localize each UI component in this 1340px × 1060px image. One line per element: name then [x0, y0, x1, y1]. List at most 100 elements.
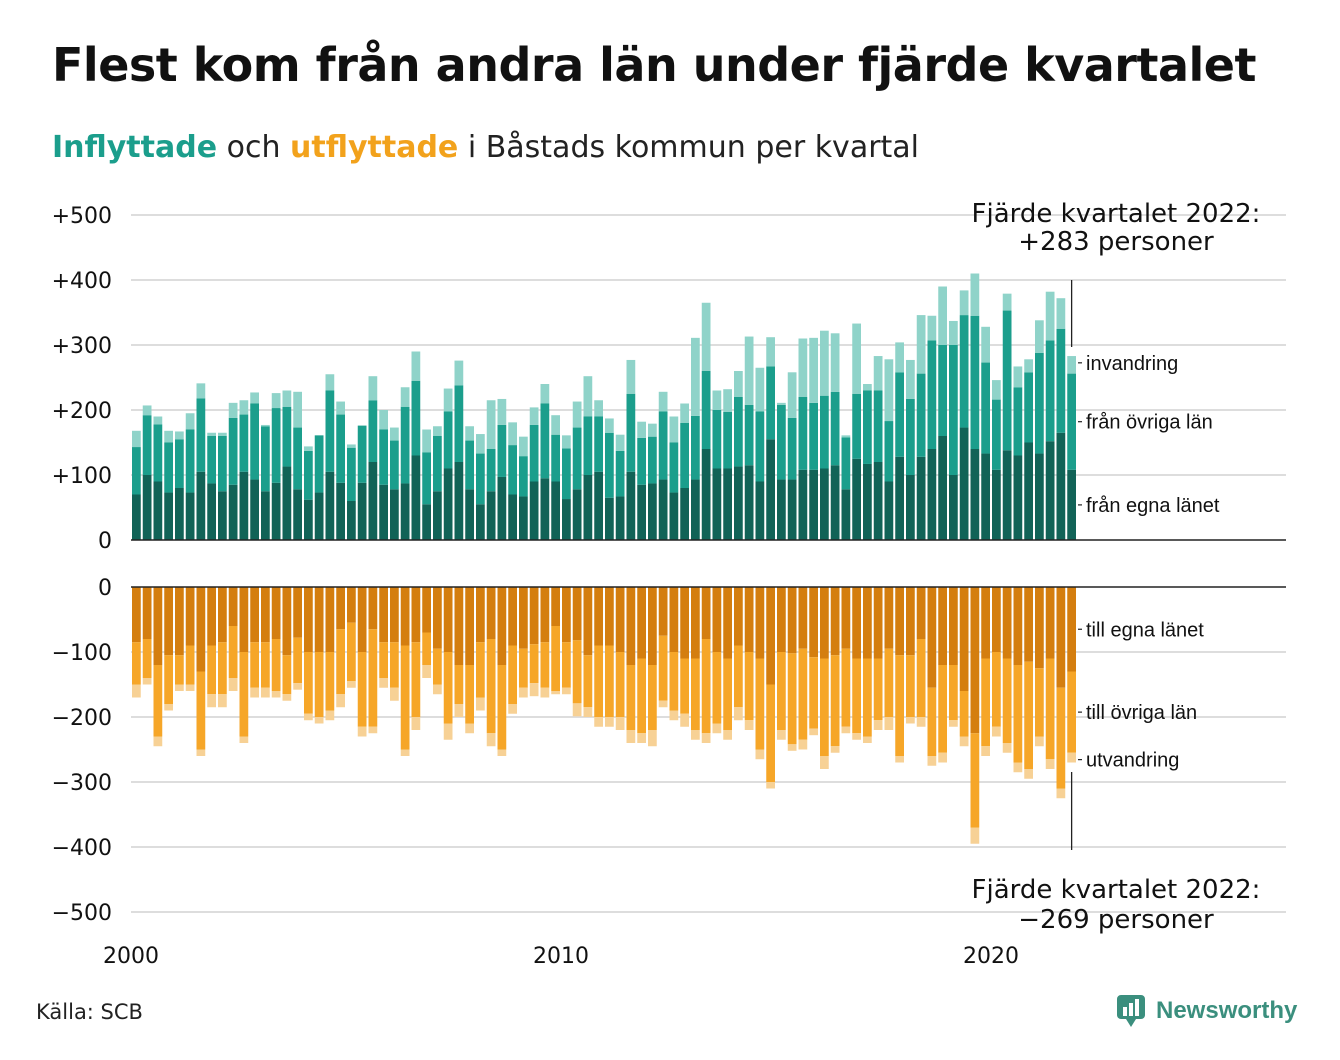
- bar-out-other-county: [744, 652, 754, 721]
- bar-in-other-county: [164, 442, 173, 493]
- bar-in-immigration: [916, 315, 926, 374]
- bar-in-immigration: [873, 356, 883, 391]
- bar-out-own-county: [873, 587, 883, 659]
- bar-out-other-county: [1024, 661, 1033, 769]
- bar-out-own-county: [400, 587, 410, 646]
- y-tick-label: +200: [52, 399, 112, 424]
- bar-out-emigration: [519, 687, 528, 698]
- bar-in-own-county: [1056, 432, 1066, 540]
- bar-in-own-county: [863, 463, 872, 540]
- bar-out-emigration: [852, 733, 861, 740]
- label-layer: +500 +400 +300 +200 +100 0 0 −100 −200 −300 −400 −5…: [52, 199, 1261, 969]
- bar-in-own-county: [637, 484, 646, 540]
- bar-out-emigration: [949, 720, 958, 727]
- bar-out-emigration: [314, 717, 324, 724]
- bar-out-emigration: [132, 684, 141, 698]
- bar-out-own-county: [325, 587, 335, 652]
- bar-out-own-county: [476, 587, 485, 643]
- bar-out-own-county: [895, 587, 904, 656]
- bar-in-own-county: [820, 468, 829, 540]
- bar-in-immigration: [734, 371, 743, 397]
- bar-out-emigration: [1024, 769, 1033, 779]
- bar-out-own-county: [981, 587, 990, 659]
- bar-in-other-county: [1013, 387, 1023, 456]
- bar-in-own-county: [906, 475, 915, 540]
- bar-out-emigration: [325, 710, 335, 721]
- bar-in-immigration: [1056, 298, 1066, 329]
- bar-out-emigration: [508, 704, 517, 714]
- bar-out-other-county: [314, 652, 324, 717]
- bar-out-own-county: [959, 587, 969, 691]
- bar-in-own-county: [648, 483, 657, 540]
- bar-out-emigration: [347, 681, 356, 688]
- bar-in-other-county: [648, 436, 657, 484]
- annotation-top-line2: +283 personer: [1018, 227, 1214, 257]
- bar-out-emigration: [207, 694, 216, 708]
- bar-in-immigration: [454, 360, 464, 386]
- bar-in-other-county: [357, 425, 367, 483]
- bar-out-own-county: [433, 587, 442, 649]
- bar-in-other-county: [712, 410, 722, 469]
- bar-out-emigration: [906, 717, 915, 724]
- bar-in-other-county: [443, 411, 453, 469]
- bar-out-other-county: [841, 648, 851, 727]
- bar-in-own-county: [723, 468, 732, 540]
- bar-out-other-county: [615, 652, 625, 717]
- bar-in-other-county: [906, 398, 915, 475]
- bar-in-own-county: [282, 466, 292, 540]
- bar-out-emigration: [648, 730, 657, 747]
- bar-in-other-county: [841, 437, 851, 490]
- bar-in-own-county: [357, 482, 367, 540]
- bar-out-emigration: [777, 730, 786, 740]
- bar-in-immigration: [583, 376, 593, 417]
- bar-out-own-county: [777, 587, 786, 652]
- bar-out-other-county: [1056, 687, 1066, 789]
- bar-in-immigration: [390, 427, 399, 441]
- bar-out-emigration: [572, 703, 582, 717]
- bar-out-other-county: [1002, 658, 1012, 743]
- bar-in-other-county: [777, 404, 786, 480]
- bar-in-other-county: [766, 366, 775, 440]
- bar-in-own-county: [218, 491, 227, 540]
- bar-out-own-county: [841, 587, 851, 649]
- bar-out-other-county: [164, 655, 173, 704]
- bar-out-emigration: [1013, 762, 1023, 773]
- bar-in-other-county: [422, 452, 431, 505]
- bar-out-own-county: [906, 587, 915, 656]
- bar-out-emigration: [250, 687, 259, 698]
- bar-in-immigration: [443, 388, 453, 412]
- bar-out-emigration: [529, 683, 539, 697]
- bar-in-immigration: [981, 326, 990, 363]
- bar-in-immigration: [271, 393, 281, 409]
- bar-out-emigration: [336, 694, 345, 708]
- brand-logo[interactable]: Newsworthy: [1116, 994, 1297, 1028]
- bar-in-other-county: [1024, 372, 1033, 443]
- bar-in-immigration: [906, 359, 915, 399]
- bar-in-other-county: [927, 340, 937, 449]
- bar-out-own-county: [497, 587, 507, 665]
- bar-out-other-county: [884, 648, 894, 717]
- bar-out-other-county: [239, 652, 249, 737]
- y-tick-label: +300: [52, 334, 112, 359]
- bar-out-other-county: [497, 665, 507, 750]
- bar-out-own-county: [1056, 587, 1066, 688]
- bar-in-immigration: [669, 416, 679, 443]
- bar-out-own-county: [304, 587, 313, 652]
- bar-in-other-county: [809, 402, 818, 470]
- bar-in-own-county: [314, 492, 324, 540]
- bar-out-own-county: [712, 587, 722, 652]
- annotation-bottom-line2: −269 personer: [1018, 905, 1214, 935]
- bar-in-immigration: [572, 401, 582, 428]
- bar-in-other-county: [314, 435, 324, 493]
- bar-out-emigration: [938, 752, 947, 763]
- bars-layer: [132, 273, 1076, 844]
- bar-in-other-county: [669, 442, 679, 493]
- bar-out-own-county: [927, 587, 937, 688]
- bar-out-other-county: [540, 642, 550, 688]
- bar-in-other-county: [368, 400, 378, 462]
- bar-out-own-county: [164, 587, 173, 656]
- y-tick-label: −500: [52, 901, 112, 926]
- bar-out-other-county: [691, 658, 700, 730]
- bar-out-other-county: [293, 637, 302, 684]
- bar-out-emigration: [368, 726, 378, 734]
